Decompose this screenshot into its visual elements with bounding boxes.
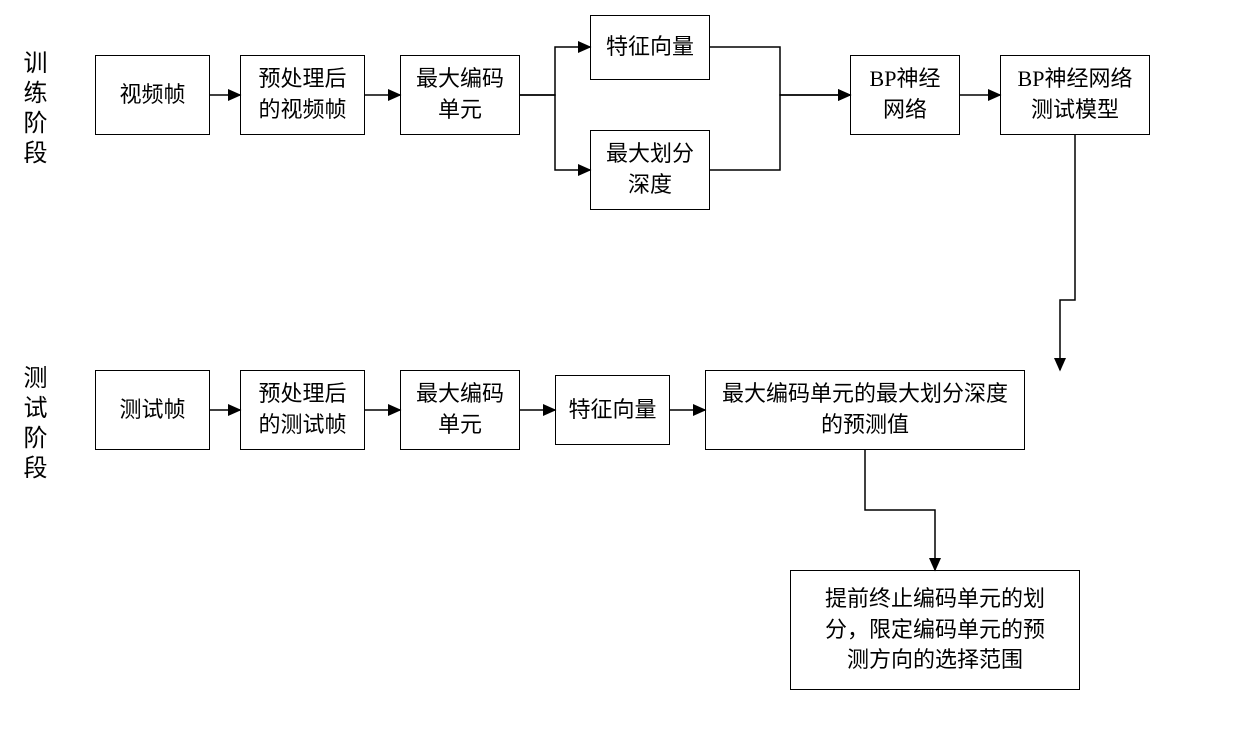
node-n3: 最大编码单元 [400, 55, 520, 135]
arrow-12 [865, 450, 935, 570]
node-n10: 最大编码单元 [400, 370, 520, 450]
node-n9: 预处理后的测试帧 [240, 370, 365, 450]
arrow-7 [1060, 135, 1075, 370]
phase-label-train: 训练阶段 [15, 50, 50, 190]
arrow-2 [520, 47, 590, 95]
node-n8: 测试帧 [95, 370, 210, 450]
arrow-3 [520, 95, 590, 170]
arrow-4 [710, 47, 850, 95]
node-n7: BP神经网络测试模型 [1000, 55, 1150, 135]
node-n13: 提前终止编码单元的划分，限定编码单元的预测方向的选择范围 [790, 570, 1080, 690]
node-n2: 预处理后的视频帧 [240, 55, 365, 135]
node-n5: 最大划分深度 [590, 130, 710, 210]
node-n4: 特征向量 [590, 15, 710, 80]
node-n6: BP神经网络 [850, 55, 960, 135]
arrow-5 [710, 95, 850, 170]
node-n12: 最大编码单元的最大划分深度的预测值 [705, 370, 1025, 450]
node-n1: 视频帧 [95, 55, 210, 135]
node-n11: 特征向量 [555, 375, 670, 445]
phase-label-test: 测试阶段 [15, 365, 50, 505]
